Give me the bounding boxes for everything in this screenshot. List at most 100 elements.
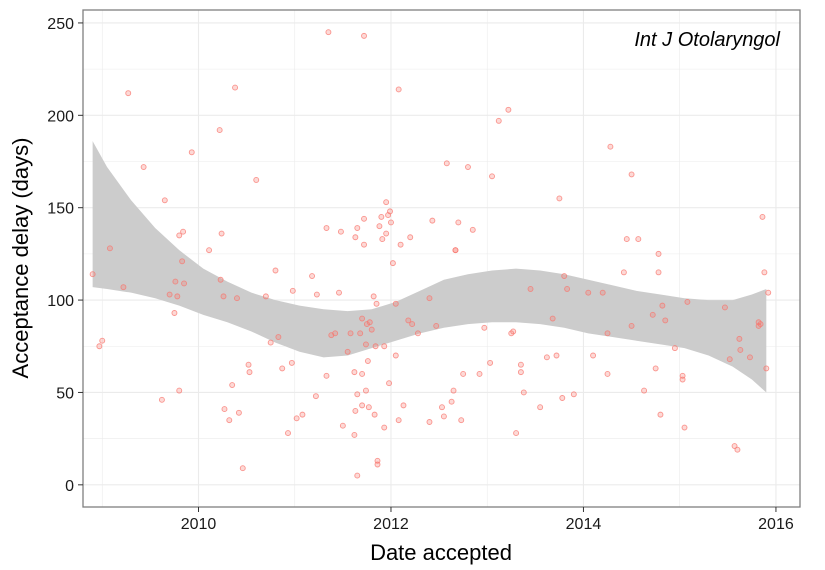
- data-point: [549, 315, 556, 322]
- data-points: [89, 29, 772, 479]
- data-point: [747, 354, 753, 361]
- y-tick-label: 0: [65, 478, 74, 495]
- x-axis-ticks: 2010 2012 2014 2016: [181, 507, 794, 533]
- data-point: [89, 271, 96, 278]
- data-point: [218, 230, 225, 237]
- data-point: [361, 241, 367, 248]
- data-point: [323, 225, 330, 231]
- data-point: [684, 298, 691, 305]
- grid: [83, 10, 800, 507]
- data-point: [455, 219, 462, 226]
- data-point: [245, 361, 252, 368]
- data-point: [371, 411, 378, 418]
- data-point: [662, 317, 669, 324]
- data-point: [339, 422, 346, 429]
- panel-border: [82, 9, 801, 508]
- data-point: [246, 369, 253, 376]
- data-point: [440, 413, 447, 420]
- data-point: [226, 417, 233, 424]
- data-point: [659, 302, 666, 309]
- data-point: [652, 365, 659, 372]
- data-point: [378, 213, 385, 220]
- data-point: [429, 217, 436, 224]
- data-point: [460, 371, 467, 377]
- data-point: [99, 337, 106, 344]
- data-point: [373, 300, 380, 307]
- data-point: [381, 343, 388, 350]
- data-point: [289, 287, 296, 294]
- data-point: [476, 371, 483, 377]
- data-point: [221, 406, 228, 413]
- data-point: [439, 404, 445, 411]
- data-point: [229, 382, 236, 389]
- y-tick-label: 100: [47, 293, 74, 310]
- data-point: [495, 117, 502, 124]
- data-point: [188, 149, 195, 156]
- data-point: [232, 84, 239, 91]
- data-point: [458, 417, 465, 424]
- data-point: [344, 348, 351, 355]
- x-tick-label: 2016: [758, 516, 794, 533]
- data-point: [359, 371, 366, 377]
- data-point: [313, 291, 320, 298]
- data-point: [641, 387, 648, 394]
- data-point: [359, 402, 366, 409]
- y-tick-label: 200: [47, 108, 74, 125]
- data-point: [325, 29, 332, 36]
- data-point: [370, 293, 377, 300]
- data-point: [761, 269, 768, 276]
- data-point: [253, 177, 260, 183]
- data-point: [239, 465, 246, 472]
- data-point: [510, 328, 517, 335]
- data-point: [361, 215, 367, 222]
- data-point: [763, 365, 770, 372]
- data-point: [517, 361, 524, 368]
- data-point: [364, 358, 371, 364]
- y-tick-label: 150: [47, 201, 74, 218]
- data-point: [604, 330, 611, 337]
- x-tick-label: 2012: [373, 516, 409, 533]
- data-point: [407, 234, 414, 241]
- data-point: [354, 225, 361, 231]
- data-point: [120, 284, 127, 291]
- data-point: [450, 387, 457, 394]
- data-point: [216, 127, 223, 134]
- data-point: [392, 300, 399, 307]
- data-point: [181, 280, 188, 287]
- data-point: [171, 310, 178, 316]
- data-point: [671, 345, 678, 352]
- data-point: [765, 289, 772, 296]
- smooth-confidence-ribbon: [92, 141, 767, 393]
- data-point: [354, 472, 361, 479]
- data-point: [657, 411, 664, 418]
- data-point: [520, 389, 527, 396]
- data-point: [372, 343, 379, 350]
- data-point: [443, 160, 450, 167]
- data-point: [623, 236, 630, 243]
- data-point: [383, 230, 390, 237]
- data-point: [262, 293, 269, 300]
- data-point: [620, 269, 627, 276]
- data-point: [604, 371, 611, 377]
- data-point: [409, 321, 416, 328]
- data-point: [737, 347, 744, 353]
- data-point: [487, 359, 494, 366]
- data-point: [400, 402, 407, 409]
- data-point: [351, 431, 358, 438]
- data-point: [285, 430, 291, 437]
- data-point: [354, 391, 361, 398]
- data-point: [374, 457, 381, 464]
- data-point: [206, 247, 213, 254]
- data-point: [489, 173, 495, 180]
- data-point: [288, 359, 295, 366]
- y-tick-label: 50: [56, 385, 74, 402]
- data-point: [272, 267, 279, 274]
- data-point: [96, 343, 103, 350]
- data-point: [176, 232, 183, 239]
- data-point: [681, 424, 688, 431]
- data-point: [357, 330, 364, 337]
- journal-annotation: Int J Otolaryngol: [634, 29, 780, 51]
- data-point: [389, 260, 396, 267]
- data-point: [679, 376, 686, 383]
- data-point: [426, 419, 433, 425]
